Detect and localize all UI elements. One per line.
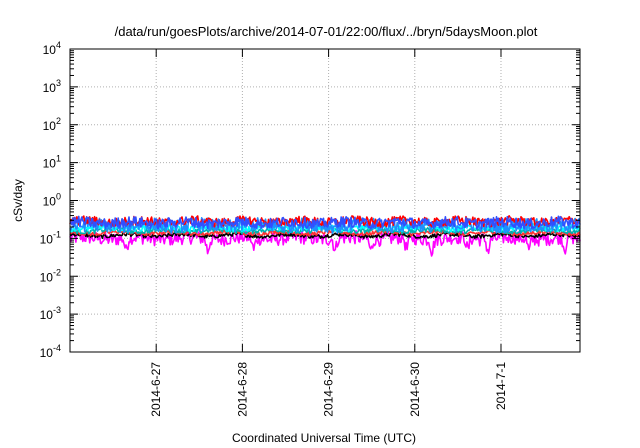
y-tick-label: 103 (43, 78, 61, 95)
x-tick-label: 2014-7-1 (494, 362, 508, 410)
y-axis-label: cSv/day (11, 179, 25, 222)
y-tick-label: 10-3 (40, 305, 61, 322)
y-tick-label: 10-4 (40, 343, 61, 360)
x-tick-label: 2014-6-29 (322, 362, 336, 417)
grid (70, 49, 580, 352)
y-tick-label: 104 (43, 40, 61, 57)
x-axis-label: Coordinated Universal Time (UTC) (232, 431, 416, 445)
series-line (69, 231, 581, 240)
x-tick-label: 2014-6-28 (235, 362, 249, 417)
y-tick-label: 100 (43, 192, 61, 209)
y-tick-label: 102 (43, 116, 61, 133)
y-tick-label: 10-2 (40, 267, 61, 284)
x-tick-label: 2014-6-30 (408, 362, 422, 417)
y-tick-label: 101 (43, 154, 61, 171)
y-axis: 10-4 10-3 10-2 10-1 100 101 102 103 104 (40, 40, 580, 360)
series-line (69, 215, 581, 230)
series-group (69, 215, 581, 257)
x-axis: 2014-6-27 2014-6-28 2014-6-29 2014-6-30 2014… (149, 49, 508, 417)
y-tick-label: 10-1 (40, 229, 61, 246)
chart-title: /data/run/goesPlots/archive/2014-07-01/2… (115, 24, 538, 39)
x-tick-label: 2014-6-27 (149, 362, 163, 417)
